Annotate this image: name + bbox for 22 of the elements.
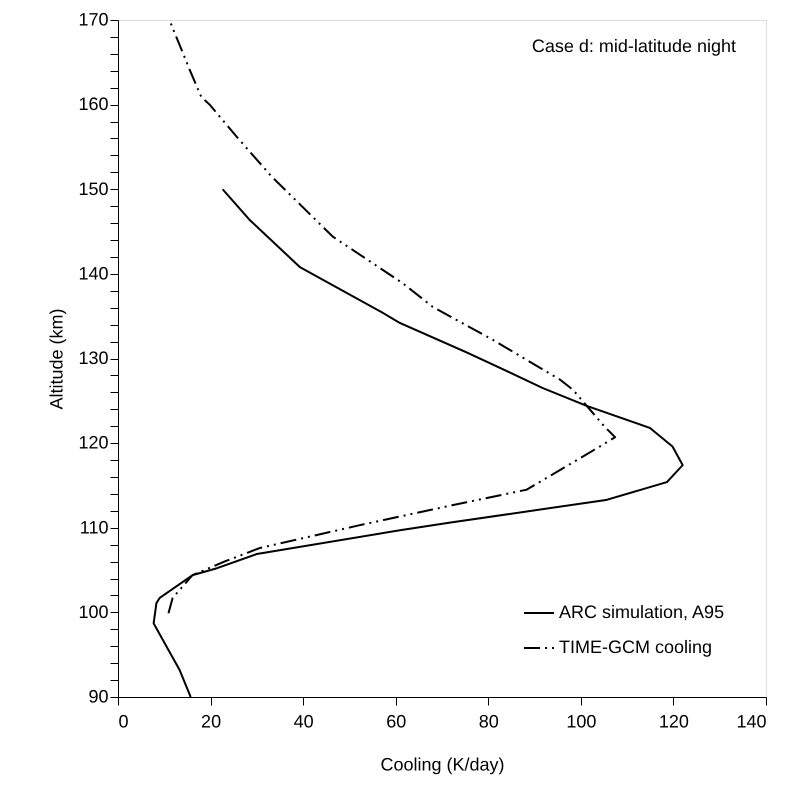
- y-tick-label: 90: [88, 686, 108, 706]
- x-tick-label: 60: [386, 712, 406, 732]
- x-tick-label: 120: [658, 712, 689, 732]
- x-tick-label: 40: [294, 712, 314, 732]
- y-tick-label: 110: [80, 517, 108, 538]
- x-tick-label: 20: [201, 712, 222, 732]
- x-axis-title: Cooling (K/day): [380, 754, 505, 774]
- y-tick-label: 100: [78, 602, 108, 622]
- legend-label: TIME-GCM cooling: [559, 637, 712, 657]
- legend-label: ARC simulation, A95: [559, 602, 724, 622]
- y-tick-label: 130: [78, 348, 108, 368]
- x-tick-label: 80: [478, 712, 499, 732]
- y-tick-label: 120: [78, 432, 108, 453]
- x-tick-label: 140: [736, 712, 766, 732]
- annotation: Case d: mid-latitude night: [532, 36, 736, 56]
- y-tick-label: 150: [78, 178, 108, 199]
- y-axis-title: Altitude (km): [46, 308, 66, 410]
- x-tick-label: 100: [566, 712, 596, 732]
- y-tick-label: 160: [78, 94, 108, 114]
- y-tick-label: 170: [78, 10, 108, 30]
- x-tick-label: 0: [118, 712, 129, 732]
- y-tick-label: 140: [78, 263, 108, 284]
